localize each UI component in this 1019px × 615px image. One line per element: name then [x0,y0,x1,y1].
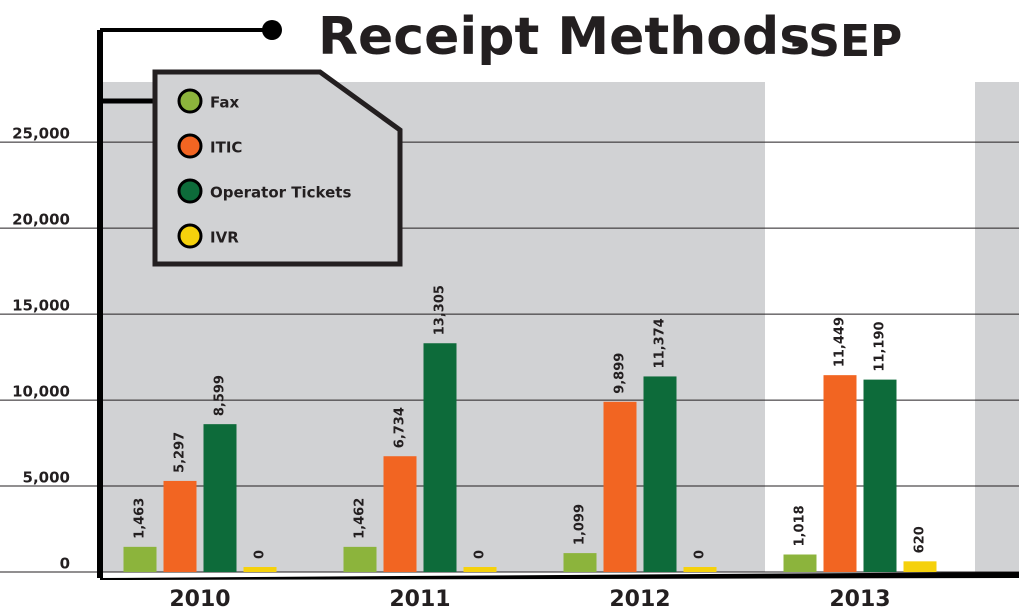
bar [783,554,817,572]
bar [163,480,197,572]
x-tick-label: 2010 [169,587,230,612]
value-label: 11,449 [833,317,848,367]
legend-label: Operator Tickets [210,184,351,202]
value-label: 1,018 [793,505,808,546]
value-label: 9,899 [613,353,628,394]
y-tick-label: 0 [60,555,70,573]
y-tick-label: 20,000 [12,211,70,229]
x-axis [100,572,1019,580]
value-label: 0 [473,550,488,559]
value-label: 0 [693,550,708,559]
bar [343,546,377,572]
x-tick-label: 2013 [829,587,890,612]
frame-dot [262,20,282,40]
bar [243,567,277,572]
legend-box [152,69,403,267]
bar [423,343,457,572]
bar [203,424,237,572]
value-label: 11,374 [653,318,668,368]
bar [903,561,937,572]
y-tick-label: 10,000 [12,383,70,401]
legend-swatch [177,88,203,114]
plot-background [975,82,1019,572]
chart-title: Receipt Methods [318,7,810,67]
legend-label: IVR [210,229,239,247]
legend-swatch [177,223,203,249]
value-label: 0 [253,550,268,559]
value-label: 8,599 [213,375,228,416]
bar [683,567,717,572]
bar [463,567,497,572]
y-tick-label: 5,000 [23,469,70,487]
bar [563,553,597,572]
value-label: 1,463 [133,498,148,539]
legend-swatch [177,178,203,204]
bar [383,456,417,572]
bar [603,401,637,572]
x-tick-label: 2012 [609,587,670,612]
y-tick-label: 25,000 [12,125,70,143]
legend-label: ITIC [210,139,242,157]
bar [863,379,897,572]
y-tick-label: 15,000 [12,297,70,315]
value-label: 5,297 [173,432,188,473]
value-label: 1,099 [573,504,588,545]
value-label: 6,734 [393,407,408,448]
bar [823,375,857,572]
legend-swatch [177,133,203,159]
bar [123,546,157,572]
x-tick-label: 2011 [389,587,450,612]
legend-label: Fax [210,94,239,112]
value-label: 1,462 [353,498,368,539]
value-label: 13,305 [433,285,448,335]
chart-subtitle: -SEP [790,16,902,67]
value-label: 620 [913,526,928,553]
value-label: 11,190 [873,321,888,371]
bar [643,376,677,572]
